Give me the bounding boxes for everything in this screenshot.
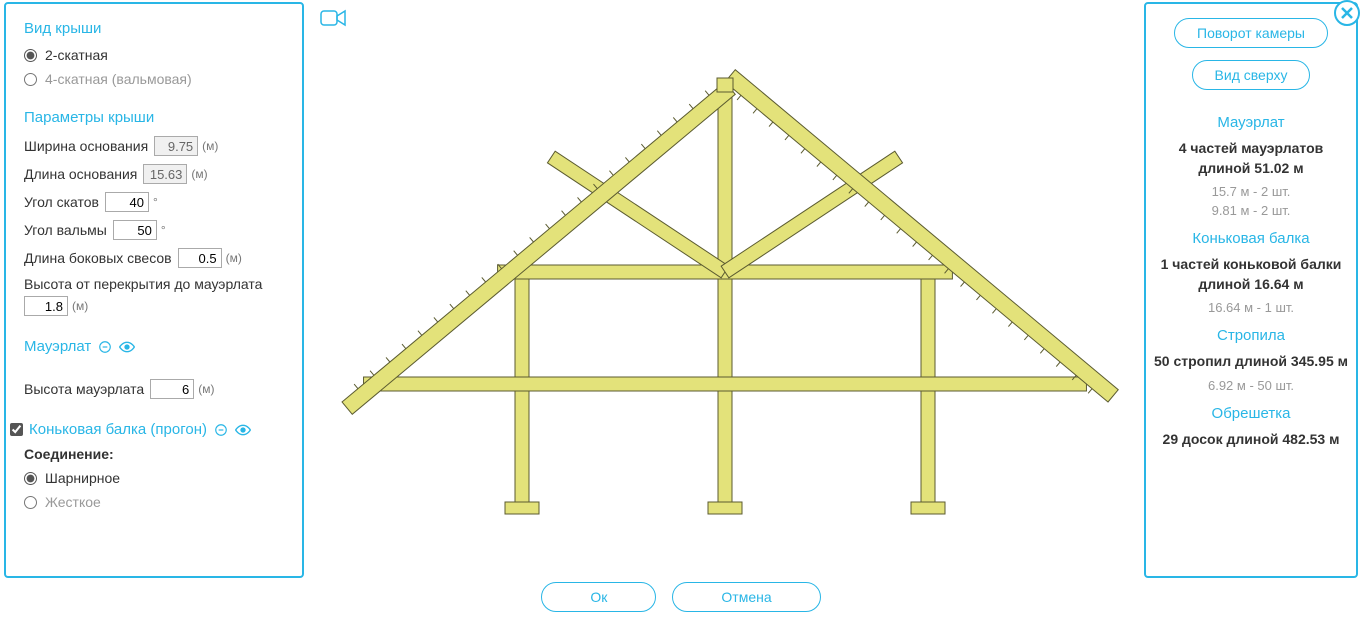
unit-label: (м) xyxy=(72,299,88,313)
result-section-line: 6.92 м - 50 шт. xyxy=(1152,378,1350,393)
result-section-title: Обрешетка xyxy=(1152,405,1350,422)
unit-label: ° xyxy=(153,195,158,209)
edit-icon[interactable] xyxy=(97,339,113,355)
unit-label: (м) xyxy=(198,382,214,396)
ridge-title: Коньковая балка (прогон) xyxy=(29,421,207,438)
app-root: Вид крыши 2-скатная 4-скатная (вальмовая… xyxy=(0,0,1362,620)
connection-radio-hinged[interactable] xyxy=(24,472,37,485)
connection-option[interactable]: Шарнирное xyxy=(24,470,284,486)
roof-type-option[interactable]: 2-скатная xyxy=(24,47,284,63)
param-height: Высота от перекрытия до мауэрлата (м) xyxy=(24,276,284,316)
param-base-width: Ширина основания (м) xyxy=(24,136,284,156)
param-slope-angle: Угол скатов ° xyxy=(24,192,284,212)
mauerlat-title: Мауэрлат xyxy=(24,338,91,355)
connection-label: Соединение: xyxy=(24,446,284,462)
unit-label: (м) xyxy=(202,139,218,153)
mauerlat-height-input[interactable] xyxy=(150,379,194,399)
param-mauerlat-height: Высота мауэрлата (м) xyxy=(24,379,284,399)
camera-rotate-button[interactable]: Поворот камеры xyxy=(1174,18,1328,48)
param-base-length: Длина основания (м) xyxy=(24,164,284,184)
result-section-line: 16.64 м - 1 шт. xyxy=(1152,300,1350,315)
param-label: Угол вальмы xyxy=(24,222,107,238)
roof-type-radio-2slope[interactable] xyxy=(24,49,37,62)
result-section-summary: 29 досок длиной 482.53 м xyxy=(1152,430,1350,450)
roof-type-label: 2-скатная xyxy=(45,47,108,63)
roof-type-title: Вид крыши xyxy=(24,20,284,37)
base-length-input[interactable] xyxy=(143,164,187,184)
ok-button[interactable]: Ок xyxy=(541,582,656,612)
overhang-input[interactable] xyxy=(178,248,222,268)
result-section-title: Мауэрлат xyxy=(1152,114,1350,131)
ridge-beam-row: Коньковая балка (прогон) xyxy=(10,421,284,438)
right-panel: Поворот камеры Вид сверху Мауэрлат 4 част… xyxy=(1144,2,1358,578)
edit-icon[interactable] xyxy=(213,422,229,438)
param-label: Длина боковых свесов xyxy=(24,250,172,266)
param-overhang: Длина боковых свесов (м) xyxy=(24,248,284,268)
top-view-button[interactable]: Вид сверху xyxy=(1192,60,1311,90)
unit-label: (м) xyxy=(191,167,207,181)
roof-type-option[interactable]: 4-скатная (вальмовая) xyxy=(24,71,284,87)
param-label: Угол скатов xyxy=(24,194,99,210)
slope-angle-input[interactable] xyxy=(105,192,149,212)
ridge-checkbox[interactable] xyxy=(10,423,23,436)
base-width-input[interactable] xyxy=(154,136,198,156)
result-section-title: Стропила xyxy=(1152,327,1350,344)
height-input[interactable] xyxy=(24,296,68,316)
eye-icon[interactable] xyxy=(235,422,251,438)
bottom-bar: Ок Отмена xyxy=(0,582,1362,612)
result-section-line: 15.7 м - 2 шт. xyxy=(1152,184,1350,199)
mauerlat-title-row: Мауэрлат xyxy=(24,338,135,355)
result-section-summary: 4 частей мауэрлатов длиной 51.02 м xyxy=(1152,139,1350,178)
left-panel: Вид крыши 2-скатная 4-скатная (вальмовая… xyxy=(4,2,304,578)
param-label: Высота мауэрлата xyxy=(24,381,144,397)
param-label: Длина основания xyxy=(24,166,137,182)
result-section-summary: 50 стропил длиной 345.95 м xyxy=(1152,352,1350,372)
connection-label-text: Шарнирное xyxy=(45,470,120,486)
hip-angle-input[interactable] xyxy=(113,220,157,240)
param-label: Высота от перекрытия до мауэрлата xyxy=(24,276,278,292)
roof-type-label: 4-скатная (вальмовая) xyxy=(45,71,192,87)
unit-label: (м) xyxy=(226,251,242,265)
close-button[interactable] xyxy=(1334,0,1360,26)
params-title: Параметры крыши xyxy=(24,109,284,126)
roof-type-radio-4slope[interactable] xyxy=(24,73,37,86)
connection-option[interactable]: Жесткое xyxy=(24,494,284,510)
result-section-title: Коньковая балка xyxy=(1152,230,1350,247)
result-section-line: 9.81 м - 2 шт. xyxy=(1152,203,1350,218)
param-label: Ширина основания xyxy=(24,138,148,154)
viewport[interactable] xyxy=(312,2,1138,578)
connection-radio-rigid[interactable] xyxy=(24,496,37,509)
cancel-button[interactable]: Отмена xyxy=(672,582,820,612)
eye-icon[interactable] xyxy=(119,339,135,355)
roof-diagram xyxy=(312,2,1138,578)
connection-label-text: Жесткое xyxy=(45,494,101,510)
result-section-summary: 1 частей коньковой балки длиной 16.64 м xyxy=(1152,255,1350,294)
unit-label: ° xyxy=(161,223,166,237)
param-hip-angle: Угол вальмы ° xyxy=(24,220,284,240)
